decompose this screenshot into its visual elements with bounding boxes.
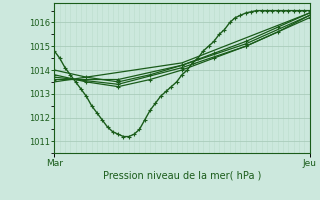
X-axis label: Pression niveau de la mer( hPa ): Pression niveau de la mer( hPa ) (103, 171, 261, 181)
